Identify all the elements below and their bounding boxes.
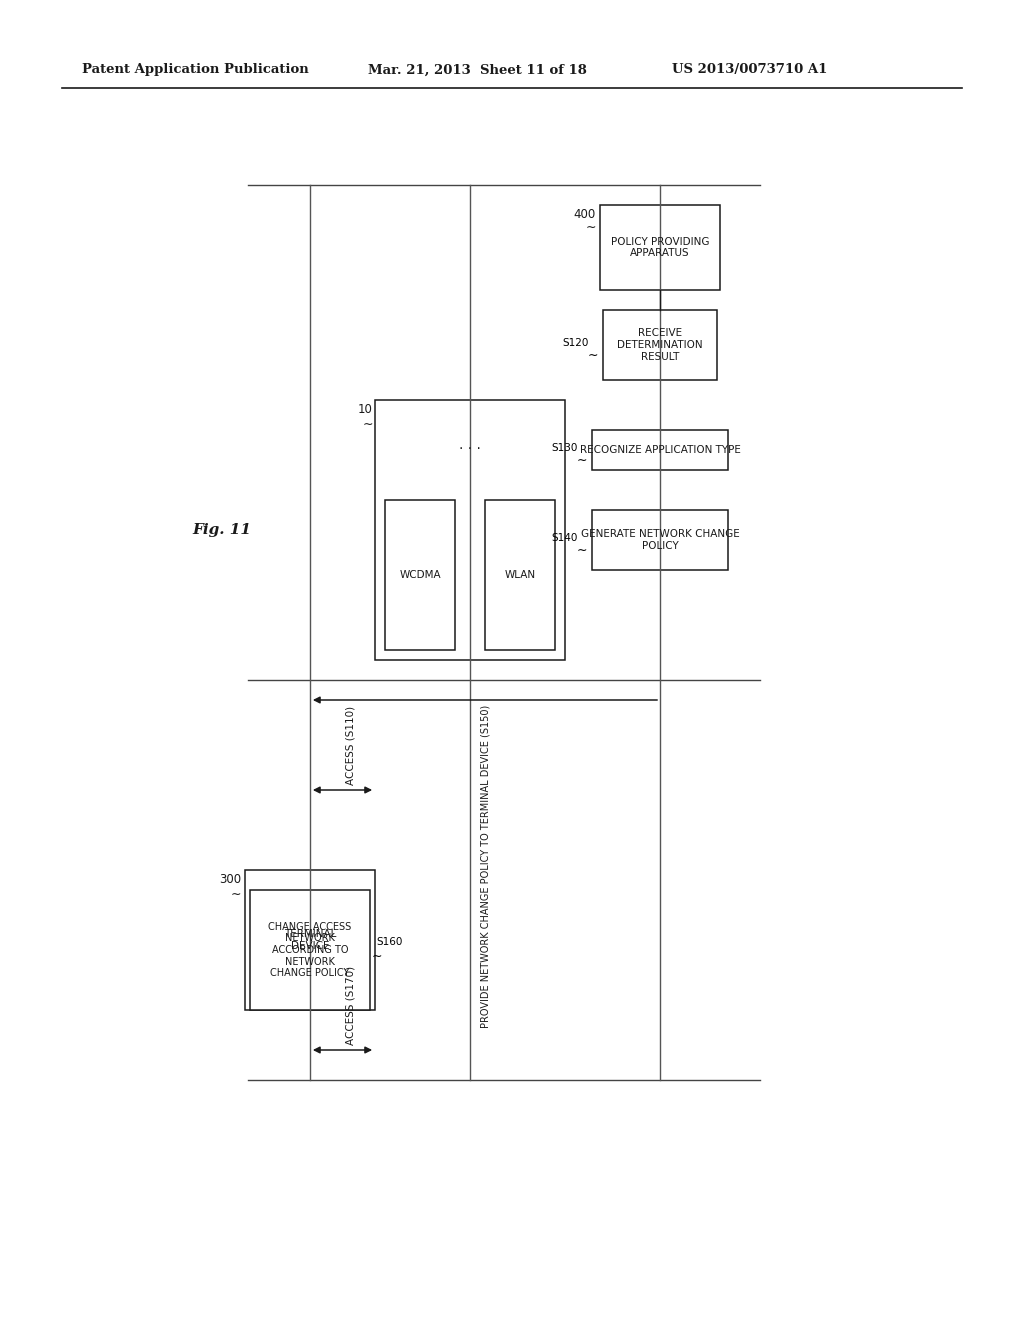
Text: PROVIDE NETWORK CHANGE POLICY TO TERMINAL DEVICE (S150): PROVIDE NETWORK CHANGE POLICY TO TERMINA… xyxy=(480,705,490,1028)
Text: ACCESS (S110): ACCESS (S110) xyxy=(345,706,355,785)
Text: ∼: ∼ xyxy=(230,888,241,902)
Text: 300: 300 xyxy=(219,873,241,886)
Text: S120: S120 xyxy=(562,338,589,348)
Text: CHANGE ACCESS
NETWORK
ACCORDING TO
NETWORK
CHANGE POLICY: CHANGE ACCESS NETWORK ACCORDING TO NETWO… xyxy=(268,921,351,978)
Bar xyxy=(485,500,555,649)
Text: ∼: ∼ xyxy=(588,348,598,362)
Text: TERMINAL
DEVICE: TERMINAL DEVICE xyxy=(284,929,336,950)
Text: ∼: ∼ xyxy=(586,220,596,234)
Text: POLICY PROVIDING
APPARATUS: POLICY PROVIDING APPARATUS xyxy=(610,236,710,259)
Bar xyxy=(245,870,375,1010)
Text: . . .: . . . xyxy=(459,438,481,451)
Text: US 2013/0073710 A1: US 2013/0073710 A1 xyxy=(672,63,827,77)
Text: GENERATE NETWORK CHANGE
POLICY: GENERATE NETWORK CHANGE POLICY xyxy=(581,529,739,550)
Text: WLAN: WLAN xyxy=(505,570,536,579)
Bar xyxy=(600,205,720,290)
Bar xyxy=(385,500,455,649)
Bar xyxy=(375,400,565,660)
Bar xyxy=(603,310,717,380)
Text: ACCESS (S170): ACCESS (S170) xyxy=(345,966,355,1045)
Text: 400: 400 xyxy=(573,209,596,220)
Text: ∼: ∼ xyxy=(577,454,587,466)
Text: 10: 10 xyxy=(358,403,373,416)
Text: ∼: ∼ xyxy=(362,418,373,432)
Text: ∼: ∼ xyxy=(372,949,383,962)
Bar xyxy=(592,430,728,470)
Text: RECOGNIZE APPLICATION TYPE: RECOGNIZE APPLICATION TYPE xyxy=(580,445,740,455)
Text: S130: S130 xyxy=(552,444,578,453)
Text: ∼: ∼ xyxy=(577,544,587,557)
Text: Mar. 21, 2013  Sheet 11 of 18: Mar. 21, 2013 Sheet 11 of 18 xyxy=(368,63,587,77)
Text: RECEIVE
DETERMINATION
RESULT: RECEIVE DETERMINATION RESULT xyxy=(617,329,702,362)
Text: WCDMA: WCDMA xyxy=(399,570,440,579)
Text: S160: S160 xyxy=(376,937,402,946)
Text: S140: S140 xyxy=(552,533,578,543)
Bar xyxy=(592,510,728,570)
Text: Fig. 11: Fig. 11 xyxy=(193,523,251,537)
Text: Patent Application Publication: Patent Application Publication xyxy=(82,63,309,77)
Bar xyxy=(250,890,370,1010)
